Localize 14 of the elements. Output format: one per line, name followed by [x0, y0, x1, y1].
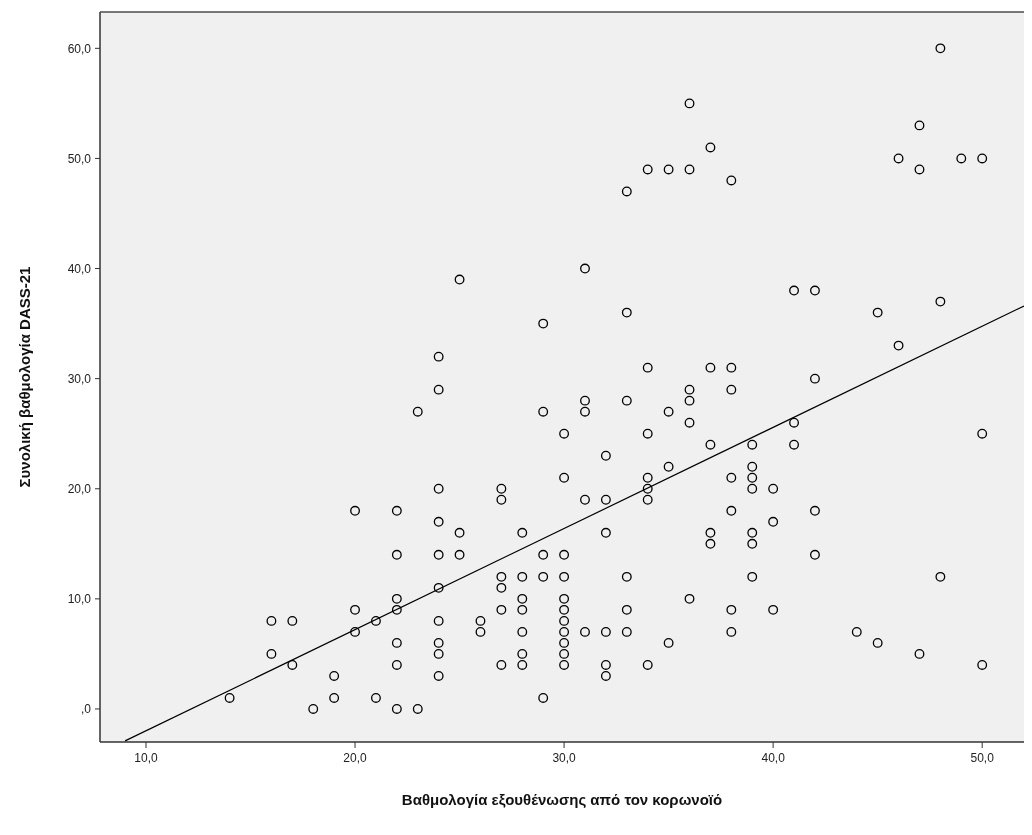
x-tick-label: 50,0 [970, 751, 995, 765]
y-axis-title: Συνολική βαθμολογία DASS-21 [16, 266, 33, 488]
y-tick-label: ,0 [80, 702, 92, 717]
x-tick-label: 40,0 [761, 751, 786, 765]
y-tick-label: 40,0 [67, 261, 92, 276]
y-tick-label: 10,0 [67, 592, 92, 607]
x-tick-label: 30,0 [552, 751, 577, 765]
x-axis-title: Βαθμολογία εξουθένωσης από τον κορωνοϊό [401, 791, 723, 808]
x-tick-label: 10,0 [134, 751, 158, 765]
y-tick-label: 50,0 [67, 151, 92, 166]
y-tick-label: 30,0 [67, 371, 92, 386]
y-tick-label: 60,0 [67, 41, 92, 56]
y-tick-label: 20,0 [67, 481, 92, 496]
x-tick-label: 20,0 [343, 751, 368, 765]
